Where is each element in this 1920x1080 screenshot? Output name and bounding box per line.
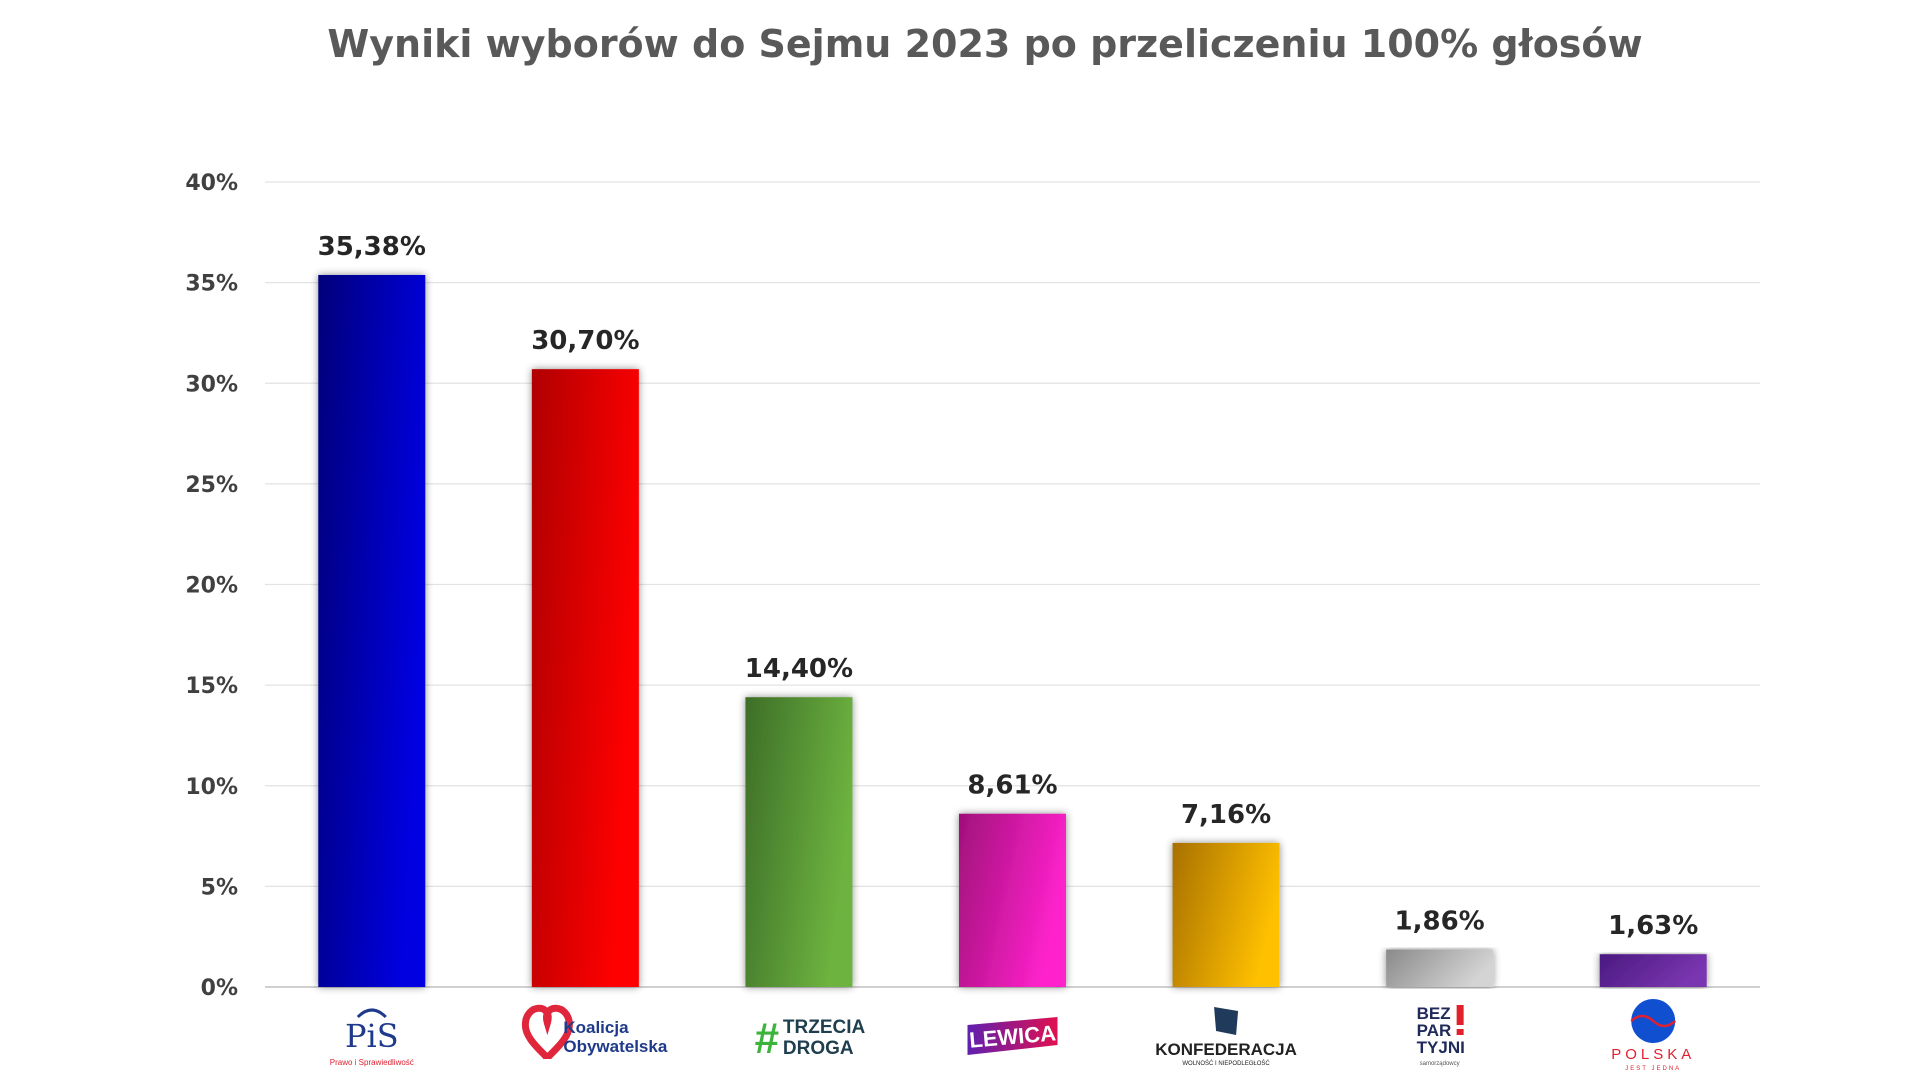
logo-text: Koalicja xyxy=(563,1018,629,1037)
data-label: 14,40% xyxy=(745,654,853,684)
bar xyxy=(1599,954,1707,987)
logo-text: BEZ xyxy=(1417,1004,1451,1023)
y-tick-label: 25% xyxy=(185,473,238,498)
logo-4: LEWICA xyxy=(967,1017,1058,1055)
data-label: 8,61% xyxy=(967,771,1057,801)
y-tick-label: 30% xyxy=(185,372,238,397)
logo-subtext: WOLNOŚĆ I NIEPODLEGŁOŚĆ xyxy=(1182,1059,1270,1067)
category-logos: PiS Prawo i Sprawiedliwość KoalicjaObywate… xyxy=(330,999,1695,1072)
logo-subtext: Prawo i Sprawiedliwość xyxy=(330,1058,414,1067)
bar xyxy=(959,813,1066,987)
y-tick-label: 15% xyxy=(185,674,238,699)
logo-7: POLSKA JEST JEDNA xyxy=(1611,999,1695,1072)
bar xyxy=(1386,949,1494,987)
eagle-icon xyxy=(356,1008,387,1019)
chart-title: Wyniki wyborów do Sejmu 2023 po przelicz… xyxy=(327,22,1643,66)
y-tick-label: 0% xyxy=(201,976,238,1001)
data-labels: 35,38% 30,70% 14,40% 8,61% 7,16% 1,86% 1,63% xyxy=(318,232,1699,941)
heart-icon xyxy=(521,1004,573,1061)
bar xyxy=(531,369,639,988)
y-axis: 0% 5% 10% 15% 20% 25% 30% 35% 40% xyxy=(185,171,238,1001)
logo-text: TRZECIA xyxy=(783,1017,866,1038)
y-tick-label: 20% xyxy=(185,574,238,599)
hash-icon: # xyxy=(755,1014,779,1063)
bars xyxy=(318,274,1707,988)
logo-text: POLSKA xyxy=(1611,1046,1695,1063)
data-label: 1,63% xyxy=(1608,911,1698,941)
y-tick-label: 35% xyxy=(185,272,238,297)
bar xyxy=(745,697,853,987)
data-label: 7,16% xyxy=(1181,800,1271,830)
bar xyxy=(318,274,426,987)
logo-subtext: JEST JEDNA xyxy=(1625,1066,1681,1072)
data-label: 1,86% xyxy=(1395,907,1485,937)
data-label: 30,70% xyxy=(531,326,639,356)
logo-text: TYJNI xyxy=(1417,1038,1465,1057)
y-tick-label: 40% xyxy=(185,171,238,196)
logo-text: PiS xyxy=(345,1017,399,1055)
y-tick-label: 5% xyxy=(201,875,238,900)
logo-text: PAR xyxy=(1417,1021,1452,1040)
logo-text: KONFEDERACJA xyxy=(1155,1040,1297,1059)
logo-text: Obywatelska xyxy=(563,1037,667,1056)
logo-subtext: samorządowcy xyxy=(1420,1061,1460,1067)
exclamation-icon xyxy=(1456,1005,1464,1025)
bar xyxy=(1172,842,1280,987)
logo-text: DROGA xyxy=(783,1038,854,1059)
logo-banner xyxy=(967,1017,1058,1055)
data-label: 35,38% xyxy=(318,232,426,262)
logo-1: PiS Prawo i Sprawiedliwość xyxy=(330,1008,414,1067)
shield-icon xyxy=(1214,1007,1239,1035)
y-tick-label: 10% xyxy=(185,775,238,800)
